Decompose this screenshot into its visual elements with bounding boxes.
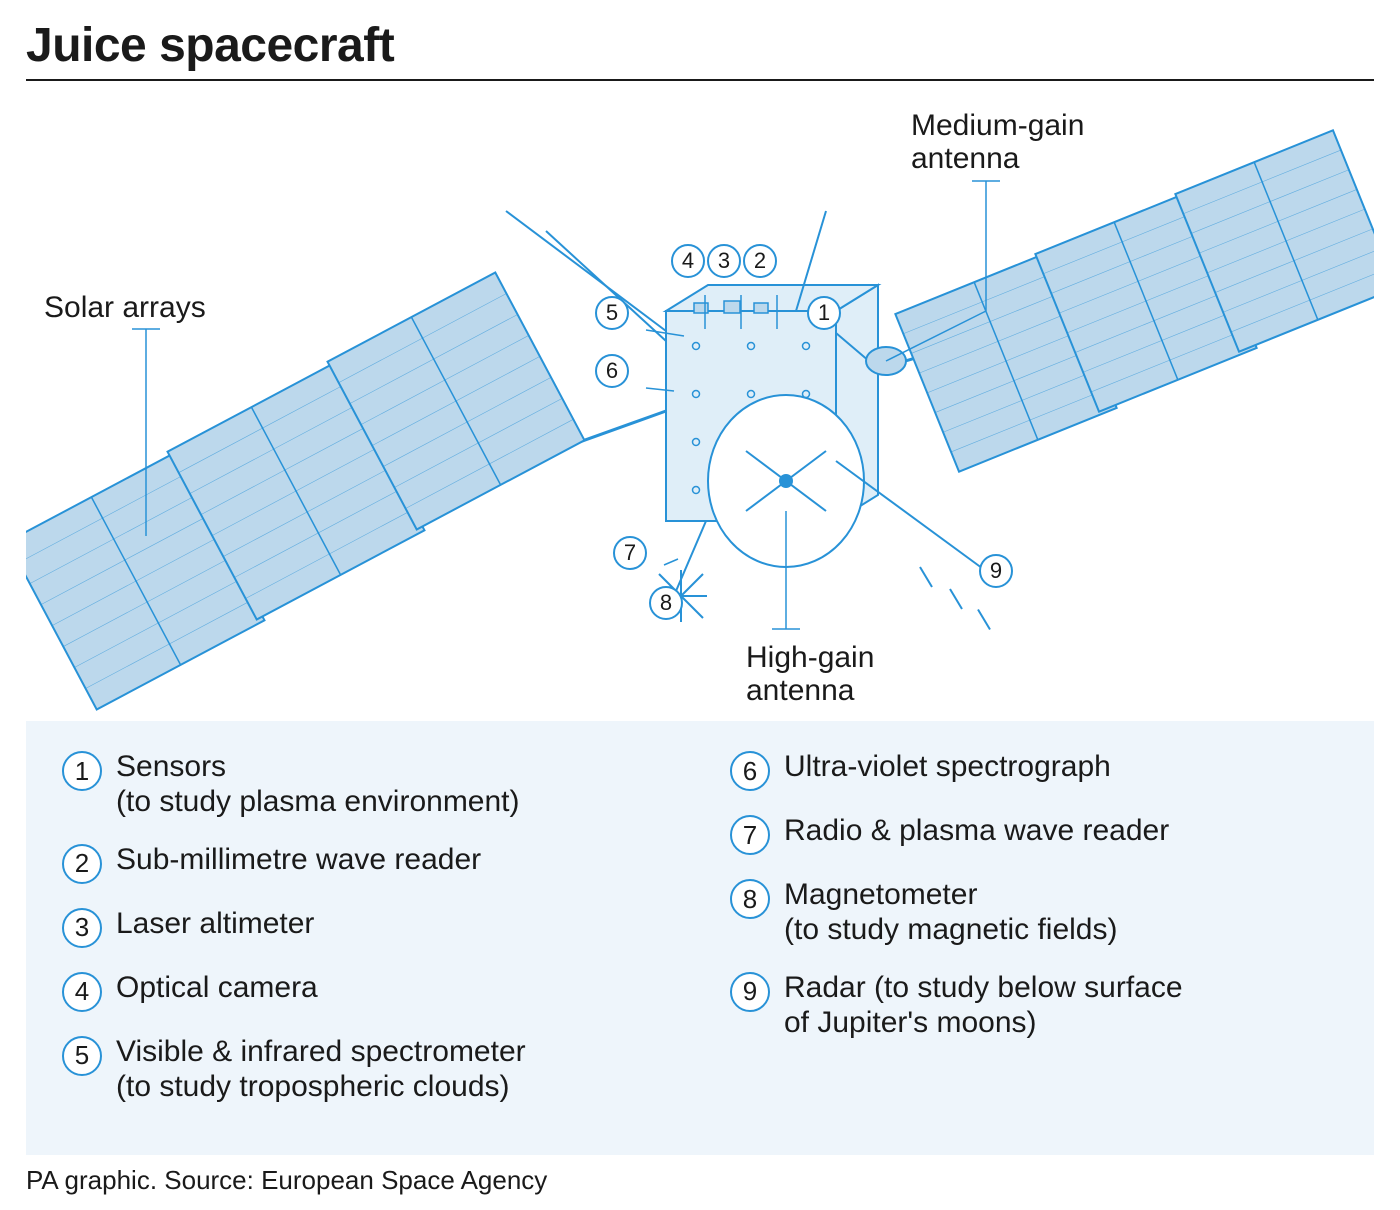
legend-item-3: 3 Laser altimeter (62, 906, 670, 948)
legend-item-9: 9 Radar (to study below surfaceof Jupiter… (730, 970, 1338, 1041)
legend-text-2: Sub-millimetre wave reader (116, 842, 481, 877)
legend-number-7: 7 (730, 815, 770, 855)
diagram-marker-9: 9 (979, 554, 1013, 588)
legend-text-9: Radar (to study below surfaceof Jupiter'… (784, 970, 1183, 1041)
legend-item-7: 7 Radio & plasma wave reader (730, 813, 1338, 855)
legend-text-7: Radio & plasma wave reader (784, 813, 1169, 848)
legend-panel: 1 Sensors(to study plasma environment) 2 Su… (26, 721, 1374, 1155)
legend-text-5: Visible & infrared spectrometer(to study… (116, 1034, 526, 1105)
legend-number-9: 9 (730, 972, 770, 1012)
diagram-marker-6: 6 (595, 354, 629, 388)
infographic-page: Juice spacecraft Solar arrays Medium-gai… (0, 0, 1400, 1210)
legend-item-6: 6 Ultra-violet spectrograph (730, 749, 1338, 791)
diagram-marker-5: 5 (595, 296, 629, 330)
legend-item-5: 5 Visible & infrared spectrometer(to stud… (62, 1034, 670, 1105)
page-title: Juice spacecraft (26, 18, 1374, 73)
legend-number-5: 5 (62, 1036, 102, 1076)
legend-column-right: 6 Ultra-violet spectrograph 7 Radio & plasm… (730, 749, 1338, 1127)
diagram-marker-1: 1 (807, 296, 841, 330)
legend-item-8: 8 Magnetometer(to study magnetic fields) (730, 877, 1338, 948)
spacecraft-diagram: Solar arrays Medium-gainantenna High-gai… (26, 81, 1374, 721)
legend-number-3: 3 (62, 908, 102, 948)
diagram-marker-2: 2 (743, 244, 777, 278)
legend-number-2: 2 (62, 844, 102, 884)
legend-number-6: 6 (730, 751, 770, 791)
legend-item-1: 1 Sensors(to study plasma environment) (62, 749, 670, 820)
spacecraft-svg (26, 81, 1374, 721)
legend-text-4: Optical camera (116, 970, 318, 1005)
callout-solar-arrays: Solar arrays (44, 291, 206, 324)
source-credit: PA graphic. Source: European Space Agenc… (26, 1155, 1374, 1196)
legend-text-6: Ultra-violet spectrograph (784, 749, 1111, 784)
diagram-marker-3: 3 (707, 244, 741, 278)
diagram-marker-4: 4 (671, 244, 705, 278)
legend-number-8: 8 (730, 879, 770, 919)
legend-column-left: 1 Sensors(to study plasma environment) 2 Su… (62, 749, 670, 1127)
diagram-marker-8: 8 (649, 586, 683, 620)
diagram-marker-7: 7 (613, 536, 647, 570)
legend-item-2: 2 Sub-millimetre wave reader (62, 842, 670, 884)
legend-item-4: 4 Optical camera (62, 970, 670, 1012)
legend-text-1: Sensors(to study plasma environment) (116, 749, 520, 820)
legend-number-1: 1 (62, 751, 102, 791)
legend-text-3: Laser altimeter (116, 906, 314, 941)
legend-text-8: Magnetometer(to study magnetic fields) (784, 877, 1117, 948)
callout-medium-gain-antenna: Medium-gainantenna (911, 109, 1084, 175)
legend-number-4: 4 (62, 972, 102, 1012)
callout-high-gain-antenna: High-gainantenna (746, 641, 874, 707)
